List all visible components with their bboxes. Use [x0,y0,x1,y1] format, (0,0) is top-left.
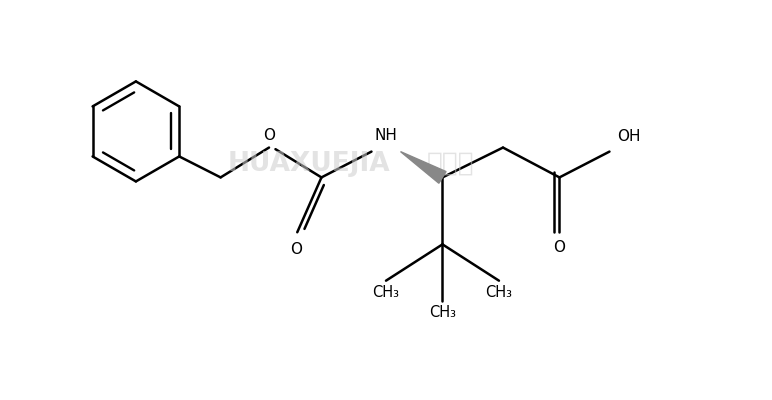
Polygon shape [401,152,446,183]
Text: CH₃: CH₃ [486,285,513,300]
Text: O: O [554,240,565,255]
Text: O: O [263,128,275,143]
Text: CH₃: CH₃ [373,285,399,300]
Text: HUAXUEJIA: HUAXUEJIA [228,151,391,177]
Text: CH₃: CH₃ [429,305,456,320]
Text: O: O [290,242,302,257]
Text: NH: NH [374,128,398,143]
Text: 化学加: 化学加 [427,151,474,177]
Text: OH: OH [618,128,641,144]
